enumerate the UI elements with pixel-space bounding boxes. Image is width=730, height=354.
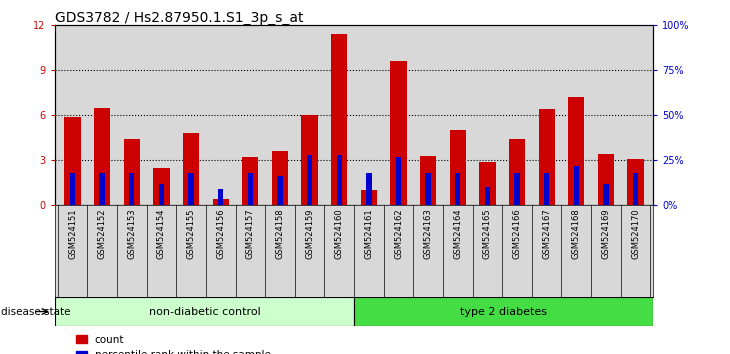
- Bar: [426, 173, 431, 205]
- Bar: [247, 173, 253, 205]
- Bar: [64, 116, 81, 205]
- Bar: [391, 61, 407, 205]
- Bar: [55, 297, 354, 326]
- Bar: [361, 190, 377, 205]
- Bar: [301, 115, 318, 205]
- Bar: [627, 159, 644, 205]
- Text: GSM524162: GSM524162: [394, 208, 403, 259]
- Bar: [354, 297, 653, 326]
- Bar: [574, 166, 579, 205]
- Bar: [633, 173, 638, 205]
- Bar: [539, 109, 555, 205]
- Bar: [70, 173, 75, 205]
- Text: GSM524152: GSM524152: [98, 208, 107, 258]
- Text: GSM524166: GSM524166: [512, 208, 521, 259]
- Text: GSM524155: GSM524155: [187, 208, 196, 258]
- Text: GSM524153: GSM524153: [127, 208, 137, 259]
- Bar: [188, 173, 193, 205]
- Bar: [123, 139, 140, 205]
- Bar: [450, 130, 466, 205]
- Bar: [480, 162, 496, 205]
- Text: GSM524167: GSM524167: [542, 208, 551, 259]
- Text: GSM524159: GSM524159: [305, 208, 314, 258]
- Text: GSM524169: GSM524169: [602, 208, 610, 259]
- Bar: [568, 97, 585, 205]
- Text: GSM524165: GSM524165: [483, 208, 492, 259]
- Text: type 2 diabetes: type 2 diabetes: [460, 307, 548, 316]
- Bar: [515, 173, 520, 205]
- Bar: [485, 187, 490, 205]
- Bar: [99, 173, 105, 205]
- Bar: [272, 151, 288, 205]
- Text: GDS3782 / Hs2.87950.1.S1_3p_s_at: GDS3782 / Hs2.87950.1.S1_3p_s_at: [55, 11, 303, 25]
- Bar: [307, 155, 312, 205]
- Bar: [396, 156, 402, 205]
- Bar: [603, 184, 609, 205]
- Text: GSM524161: GSM524161: [364, 208, 373, 259]
- Text: non-diabetic control: non-diabetic control: [148, 307, 261, 316]
- Bar: [129, 173, 134, 205]
- Text: GSM524156: GSM524156: [216, 208, 225, 259]
- Bar: [331, 34, 347, 205]
- Text: GSM524164: GSM524164: [453, 208, 462, 259]
- Bar: [544, 173, 550, 205]
- Bar: [183, 133, 199, 205]
- Bar: [455, 173, 461, 205]
- Text: GSM524151: GSM524151: [68, 208, 77, 258]
- Text: GSM524170: GSM524170: [631, 208, 640, 259]
- Bar: [420, 156, 437, 205]
- Bar: [153, 168, 169, 205]
- Text: GSM524168: GSM524168: [572, 208, 581, 259]
- Bar: [158, 184, 164, 205]
- Bar: [218, 189, 223, 205]
- Bar: [212, 199, 228, 205]
- Bar: [242, 157, 258, 205]
- Text: GSM524158: GSM524158: [275, 208, 285, 259]
- Bar: [366, 173, 372, 205]
- Bar: [598, 154, 614, 205]
- Bar: [509, 139, 525, 205]
- Text: GSM524160: GSM524160: [335, 208, 344, 259]
- Bar: [277, 176, 283, 205]
- Bar: [94, 108, 110, 205]
- Text: GSM524157: GSM524157: [246, 208, 255, 259]
- Text: disease state: disease state: [1, 307, 70, 316]
- Legend: count, percentile rank within the sample: count, percentile rank within the sample: [72, 331, 275, 354]
- Text: GSM524163: GSM524163: [423, 208, 433, 259]
- Bar: [337, 155, 342, 205]
- Text: GSM524154: GSM524154: [157, 208, 166, 258]
